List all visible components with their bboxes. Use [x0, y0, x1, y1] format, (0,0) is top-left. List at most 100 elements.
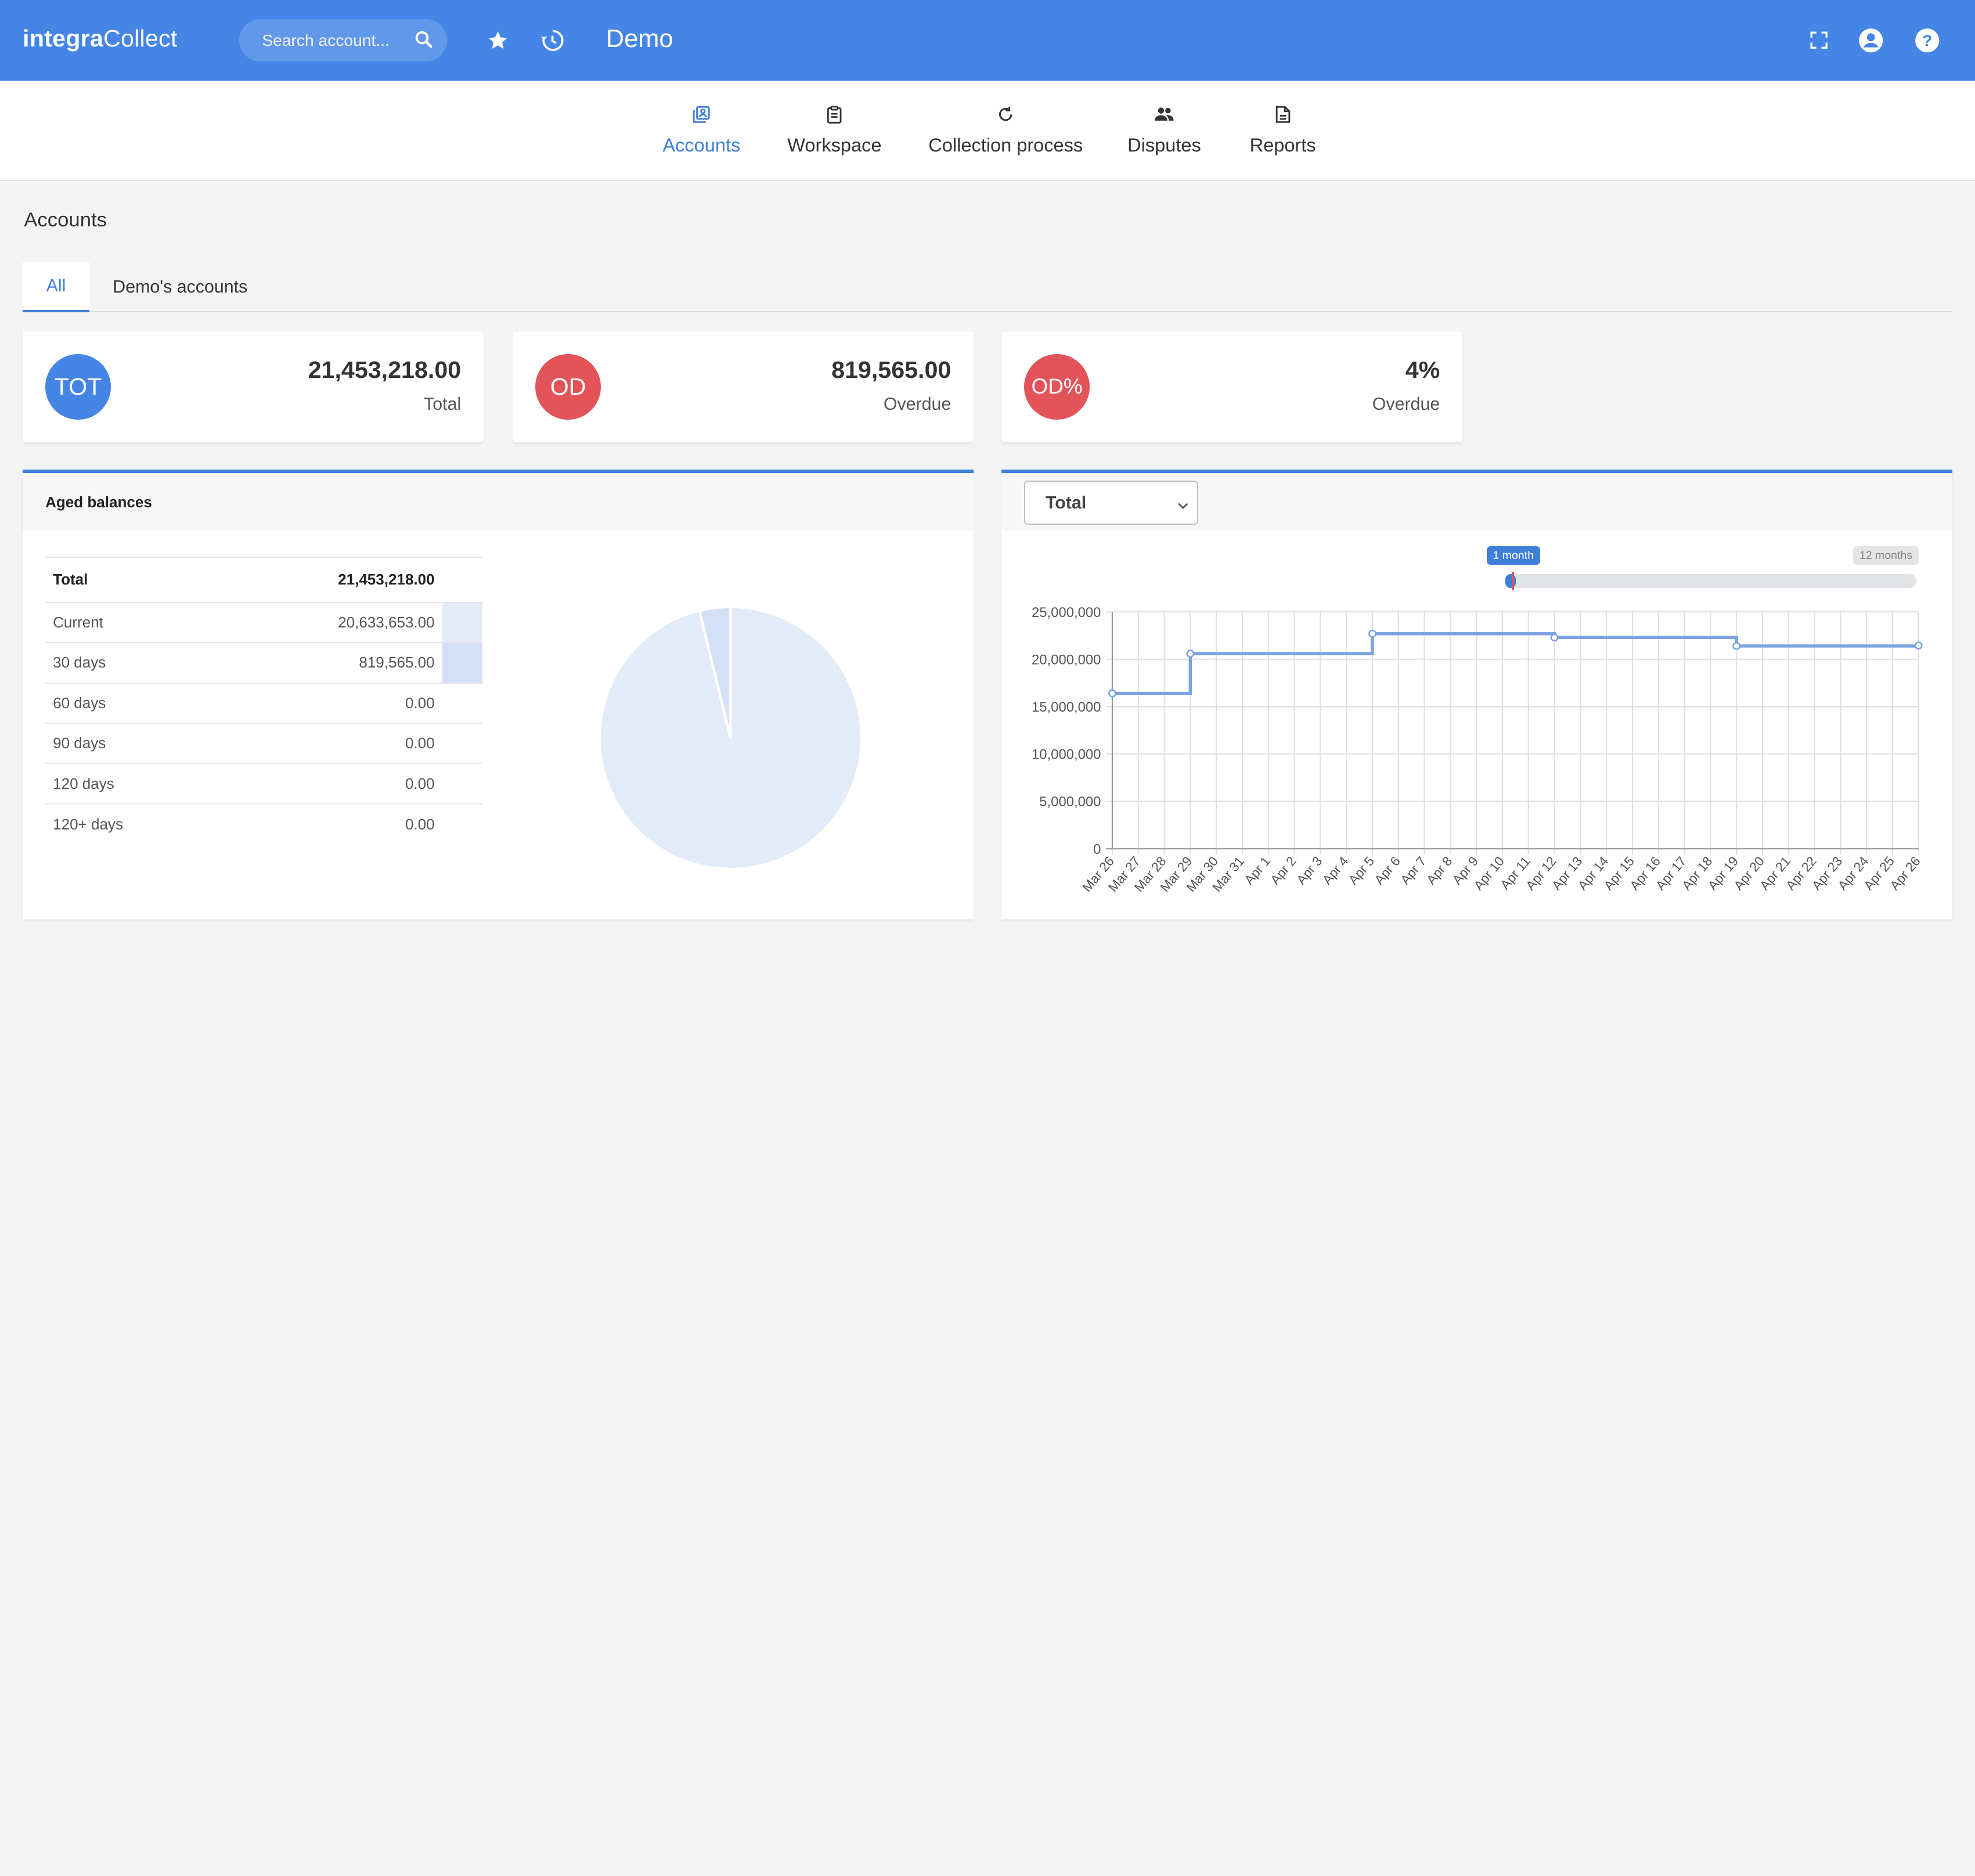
nav-item-reports[interactable]: Reports — [1250, 103, 1316, 156]
row-value: 0.00 — [217, 763, 442, 804]
nav-label: Reports — [1249, 135, 1316, 156]
table-row: Total 21,453,218.00 — [45, 556, 483, 603]
series-line — [1112, 632, 1920, 695]
refresh-icon — [997, 103, 1014, 126]
nav-item-disputes[interactable]: Disputes — [1127, 103, 1201, 156]
range-end-label: 12 months — [1853, 546, 1919, 565]
nav-label: Workspace — [787, 135, 882, 156]
x-tick-label: Apr 7 — [1397, 853, 1429, 887]
kpi-badge: OD% — [1024, 353, 1090, 420]
account-icon[interactable] — [1857, 27, 1885, 55]
row-label: 90 days — [45, 723, 217, 764]
help-icon[interactable]: ? — [1913, 27, 1941, 55]
table-row: 120 days 0.00 — [45, 763, 483, 804]
table-row: 30 days 819,565.00 — [45, 642, 483, 683]
main-nav: Accounts Workspace Collection process Di… — [0, 80, 1975, 182]
aged-balances-pie-chart — [598, 605, 863, 870]
range-start-label: 1 month — [1486, 546, 1540, 565]
slider-track — [1505, 574, 1916, 588]
y-tick-label: 15,000,000 — [1032, 699, 1101, 715]
kpi-value: 4% — [1405, 356, 1440, 384]
row-value: 819,565.00 — [217, 642, 442, 683]
kpi-label: Overdue — [883, 394, 952, 414]
kpi-label: Overdue — [1372, 394, 1440, 414]
star-icon[interactable] — [484, 27, 511, 55]
kpi-card-overdue: OD 819,565.00 Overdue — [513, 331, 974, 442]
row-value: 0.00 — [217, 723, 442, 764]
row-value: 0.00 — [217, 803, 442, 845]
row-value: 0.00 — [217, 682, 442, 724]
row-color-swatch — [442, 601, 483, 643]
nav-label: Disputes — [1127, 135, 1201, 156]
kpi-card-overdue-percent: OD% 4% Overdue — [1001, 331, 1463, 442]
logo-light-text: Collect — [103, 25, 178, 52]
row-label: 120 days — [45, 763, 217, 804]
select-value: Total — [1045, 492, 1087, 513]
x-tick-label: Apr 5 — [1345, 853, 1377, 887]
row-label: 60 days — [45, 682, 217, 724]
x-tick-label: Apr 2 — [1267, 853, 1299, 887]
table-row: 90 days 0.00 — [45, 723, 483, 764]
search-box — [239, 19, 448, 62]
fullscreen-icon[interactable] — [1805, 27, 1833, 55]
row-label: Total — [45, 556, 217, 603]
y-tick-label: 10,000,000 — [1032, 747, 1101, 763]
kpi-label: Total — [424, 394, 462, 414]
svg-text:?: ? — [1922, 31, 1932, 49]
balance-trend-panel: Total 1 month 12 months 0 5,000,000 10,000… — [1001, 470, 1953, 920]
pie-slice-30-days[interactable] — [698, 605, 732, 738]
nav-item-collection-process[interactable]: Collection process — [928, 103, 1083, 156]
data-point[interactable] — [1732, 641, 1741, 650]
y-tick-label: 5,000,000 — [1039, 794, 1101, 810]
metric-select[interactable]: Total — [1024, 481, 1198, 525]
tab-all[interactable]: All — [23, 262, 90, 313]
top-bar: integraCollect Demo ? — [0, 0, 1975, 81]
kpi-value: 819,565.00 — [831, 356, 952, 384]
balance-trend-line-chart: 0 5,000,000 10,000,000 15,000,000 20,000,000… — [1032, 605, 1923, 894]
search-input[interactable] — [262, 30, 401, 50]
document-icon — [1275, 103, 1291, 126]
data-point[interactable] — [1186, 649, 1195, 658]
account-tabs: All Demo's accounts — [23, 262, 1953, 313]
nav-item-accounts[interactable]: Accounts — [662, 103, 740, 156]
row-label: Current — [45, 601, 217, 643]
search-icon[interactable] — [415, 30, 433, 53]
row-value: 21,453,218.00 — [217, 556, 442, 603]
kpi-card-total: TOT 21,453,218.00 Total — [23, 331, 484, 442]
page: integraCollect Demo ? — [0, 0, 1975, 920]
row-color-swatch — [442, 642, 483, 683]
clipboard-icon — [826, 103, 843, 126]
data-point[interactable] — [1108, 689, 1117, 698]
header-title: Demo — [606, 25, 673, 53]
data-point[interactable] — [1914, 641, 1923, 650]
data-point[interactable] — [1550, 633, 1559, 642]
nav-item-workspace[interactable]: Workspace — [787, 103, 881, 156]
table-row: 120+ days 0.00 — [45, 803, 483, 845]
row-bar — [442, 803, 483, 845]
date-range-slider[interactable]: 1 month 12 months — [1001, 543, 1952, 593]
kpi-badge: OD — [535, 353, 601, 420]
panel-header: Aged balances — [23, 473, 974, 532]
slider-marker — [1511, 571, 1515, 591]
row-label: 120+ days — [45, 803, 217, 845]
data-point[interactable] — [1368, 629, 1377, 638]
panel-title: Aged balances — [45, 493, 152, 511]
nav-label: Accounts — [662, 135, 741, 156]
panel-header: Total — [1001, 473, 1953, 532]
y-tick-label: 20,000,000 — [1032, 652, 1101, 668]
app-logo[interactable]: integraCollect — [23, 25, 177, 52]
accounts-icon — [693, 103, 710, 126]
row-bar — [442, 763, 483, 804]
row-bar — [442, 682, 483, 724]
x-tick-label: Apr 6 — [1371, 853, 1403, 887]
tab-demos-accounts[interactable]: Demo's accounts — [113, 277, 248, 297]
people-icon — [1154, 103, 1174, 126]
row-value: 20,633,653.00 — [217, 601, 442, 643]
aged-balances-panel: Aged balances Total 21,453,218.00 Curren… — [23, 470, 974, 920]
aged-balances-table: Total 21,453,218.00 Current 20,633,653.0… — [45, 556, 483, 845]
nav-label: Collection process — [928, 135, 1083, 156]
kpi-badge: TOT — [45, 353, 111, 420]
row-bar — [442, 556, 483, 603]
history-icon[interactable] — [538, 27, 566, 55]
logo-bold-text: integra — [23, 25, 103, 52]
